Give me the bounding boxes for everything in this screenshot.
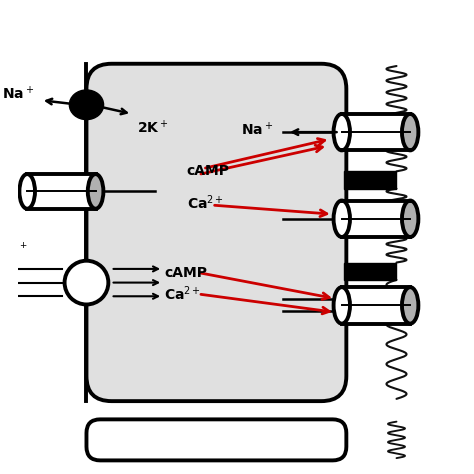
Bar xyxy=(342,114,410,150)
Ellipse shape xyxy=(19,174,35,209)
Ellipse shape xyxy=(69,90,103,119)
Ellipse shape xyxy=(334,201,350,237)
Text: $^+$: $^+$ xyxy=(18,242,28,255)
Ellipse shape xyxy=(334,114,350,150)
Circle shape xyxy=(64,261,109,304)
Ellipse shape xyxy=(402,287,419,324)
Ellipse shape xyxy=(402,114,419,150)
Text: Na$^+$: Na$^+$ xyxy=(2,85,34,102)
FancyBboxPatch shape xyxy=(86,64,346,401)
Ellipse shape xyxy=(334,287,350,324)
Text: 2K$^+$: 2K$^+$ xyxy=(137,119,168,136)
Bar xyxy=(27,174,96,209)
Text: Na$^+$: Na$^+$ xyxy=(241,121,273,138)
FancyBboxPatch shape xyxy=(86,419,346,460)
Ellipse shape xyxy=(88,174,103,209)
Bar xyxy=(344,263,396,280)
Text: cAMP: cAMP xyxy=(164,266,207,281)
Bar xyxy=(344,171,396,189)
Ellipse shape xyxy=(402,201,419,237)
Text: cAMP: cAMP xyxy=(187,164,230,178)
Text: Ca$^{2+}$: Ca$^{2+}$ xyxy=(164,285,201,303)
Text: Ca$^{2+}$: Ca$^{2+}$ xyxy=(187,193,224,212)
Bar xyxy=(342,201,410,237)
Bar xyxy=(342,287,410,324)
